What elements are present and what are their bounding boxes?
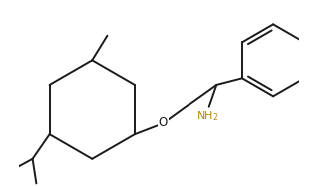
Text: O: O — [159, 116, 168, 129]
Text: NH$_2$: NH$_2$ — [196, 109, 218, 123]
